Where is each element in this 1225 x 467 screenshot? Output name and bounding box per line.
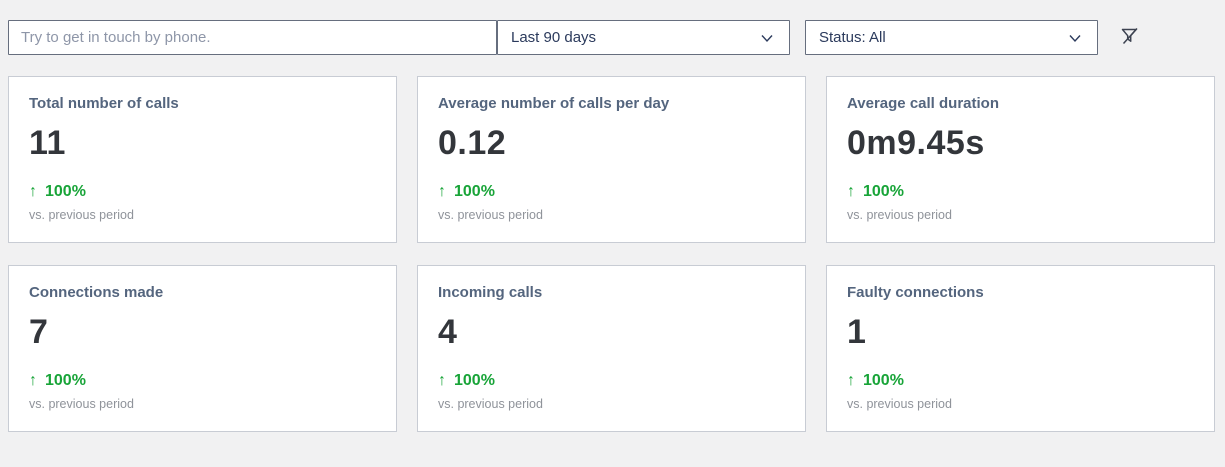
stat-card-faulty-connections: Faulty connections 1 ↑ 100% vs. previous… (826, 265, 1215, 432)
card-change: ↑ 100% (438, 372, 785, 390)
chevron-down-icon (1066, 29, 1084, 47)
change-percent: 100% (454, 183, 495, 200)
card-title: Total number of calls (29, 95, 179, 112)
trend-up-icon: ↑ (438, 372, 446, 389)
comparison-label: vs. previous period (438, 397, 543, 411)
stat-cards: Total number of calls 11 ↑ 100% vs. prev… (8, 76, 1215, 432)
card-value: 11 (29, 124, 66, 162)
card-title: Incoming calls (438, 284, 543, 301)
filter-off-icon (1117, 24, 1141, 51)
card-change: ↑ 100% (847, 372, 1194, 390)
clear-filters-button[interactable] (1115, 24, 1143, 52)
status-dropdown[interactable]: Status: All (805, 20, 1098, 55)
trend-up-icon: ↑ (847, 183, 855, 200)
comparison-label: vs. previous period (847, 397, 952, 411)
trend-up-icon: ↑ (847, 372, 855, 389)
comparison-label: vs. previous period (438, 208, 543, 222)
card-title: Average number of calls per day (438, 95, 670, 112)
search-input[interactable] (8, 20, 497, 55)
card-title: Connections made (29, 284, 164, 301)
change-percent: 100% (863, 372, 904, 389)
card-change: ↑ 100% (29, 183, 376, 201)
stat-card-incoming-calls: Incoming calls 4 ↑ 100% vs. previous per… (417, 265, 806, 432)
card-value: 0m9.45s (847, 124, 985, 162)
trend-up-icon: ↑ (29, 183, 37, 200)
status-value: Status: All (819, 29, 886, 46)
card-title: Average call duration (847, 95, 999, 112)
card-value: 7 (29, 313, 49, 351)
change-percent: 100% (863, 183, 904, 200)
card-title: Faulty connections (847, 284, 984, 301)
trend-up-icon: ↑ (29, 372, 37, 389)
calls-dashboard: Last 90 days Status: All Total number of… (0, 20, 1225, 467)
change-percent: 100% (45, 372, 86, 389)
date-range-dropdown[interactable]: Last 90 days (497, 20, 790, 55)
stat-card-avg-calls-per-day: Average number of calls per day 0.12 ↑ 1… (417, 76, 806, 243)
chevron-down-icon (758, 29, 776, 47)
card-value: 1 (847, 313, 867, 351)
card-change: ↑ 100% (438, 183, 785, 201)
trend-up-icon: ↑ (438, 183, 446, 200)
card-value: 0.12 (438, 124, 507, 162)
comparison-label: vs. previous period (847, 208, 952, 222)
stat-card-avg-call-duration: Average call duration 0m9.45s ↑ 100% vs.… (826, 76, 1215, 243)
change-percent: 100% (454, 372, 495, 389)
comparison-label: vs. previous period (29, 397, 134, 411)
card-change: ↑ 100% (29, 372, 376, 390)
stat-card-connections-made: Connections made 7 ↑ 100% vs. previous p… (8, 265, 397, 432)
date-range-value: Last 90 days (511, 29, 597, 46)
card-change: ↑ 100% (847, 183, 1194, 201)
change-percent: 100% (45, 183, 86, 200)
stat-card-total-calls: Total number of calls 11 ↑ 100% vs. prev… (8, 76, 397, 243)
filter-bar: Last 90 days Status: All (8, 20, 1215, 55)
card-value: 4 (438, 313, 458, 351)
comparison-label: vs. previous period (29, 208, 134, 222)
